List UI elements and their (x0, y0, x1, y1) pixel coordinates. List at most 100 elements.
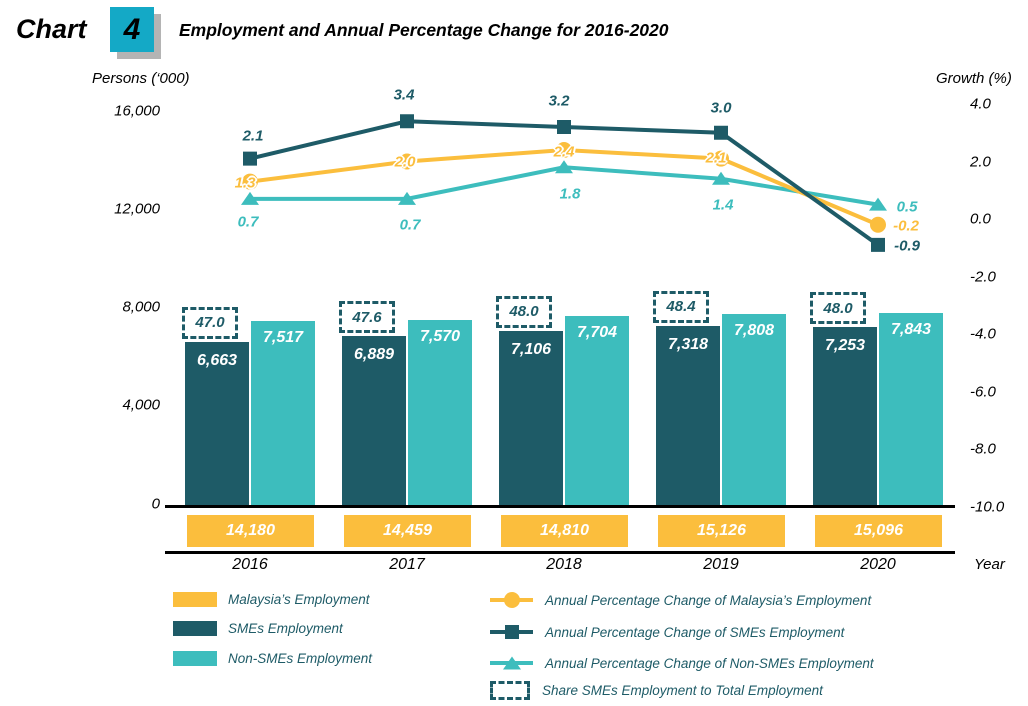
year-tick-label: 2017 (389, 556, 425, 573)
bar-nonsmes-2019: 7,808 (722, 313, 786, 506)
legend-label: Annual Percentage Change of Malaysia’s E… (545, 592, 872, 608)
left-axis-tick: 0 (151, 495, 160, 512)
right-axis-tick: 0.0 (970, 210, 991, 228)
legend-item-share-smes: Share SMEs Employment to Total Employmen… (490, 681, 823, 700)
line-value-label: 3.2 (548, 92, 570, 110)
share-smes-box-2019: 48.4 (653, 290, 709, 323)
share-smes-box-2017: 47.6 (339, 301, 395, 334)
bar-smes-2017: 6,889 (342, 336, 406, 506)
legend-item-malaysia-employment: Malaysia’s Employment (173, 592, 370, 607)
total-employment-box-2020: 15,096 (815, 515, 942, 547)
line-value-label: 0.7 (237, 213, 259, 231)
page-title: Employment and Annual Percentage Change … (179, 20, 669, 40)
x-axis-title: Year (974, 556, 1005, 573)
line-smes (249, 119, 880, 247)
line-triangle-marker-icon (490, 654, 533, 672)
bar-nonsmes-2016: 7,517 (251, 320, 315, 506)
bar-nonsmes-2018: 7,704 (565, 316, 629, 506)
bar-smes-2019: 7,318 (656, 325, 720, 506)
legend-item-pct-smes: Annual Percentage Change of SMEs Employm… (490, 623, 844, 641)
bar-value-label: 7,318 (667, 335, 709, 353)
bar-value-label: 7,570 (419, 327, 461, 345)
bar-value-label: 6,889 (353, 346, 395, 364)
triangle-marker-icon (869, 197, 887, 211)
line-value-label: 0.5 (896, 198, 918, 216)
line-value-label: 3.0 (710, 99, 732, 117)
bar-value-label: 7,843 (890, 320, 932, 338)
year-tick-label: 2020 (860, 556, 896, 573)
legend-item-nonsmes-employment: Non-SMEs Employment (173, 651, 372, 666)
triangle-marker-icon (398, 191, 416, 205)
right-axis-tick: 2.0 (970, 153, 991, 170)
legend-item-pct-nonsmes: Annual Percentage Change of Non-SMEs Emp… (490, 654, 874, 672)
bar-value-label: 7,253 (824, 337, 866, 355)
square-marker-icon (714, 125, 728, 140)
circle-marker-icon (870, 216, 886, 233)
right-axis-tick: -2.0 (970, 268, 996, 285)
legend-label: Malaysia’s Employment (228, 592, 370, 607)
total-employment-box-2016: 14,180 (187, 515, 314, 547)
line-value-label: 1.8 (559, 185, 581, 203)
bar-nonsmes-2020: 7,843 (879, 312, 943, 506)
year-tick-label: 2016 (232, 556, 268, 573)
left-axis-title: Persons (‘000) (92, 70, 190, 87)
triangle-marker-icon (712, 171, 730, 185)
smes-employment-swatch-icon (173, 621, 217, 636)
legend-label: Annual Percentage Change of Non-SMEs Emp… (545, 655, 874, 671)
right-axis-tick: -6.0 (970, 383, 996, 400)
bar-value-label: 7,704 (576, 324, 618, 342)
malaysia-employment-swatch-icon (173, 592, 217, 607)
left-axis-tick: 12,000 (114, 200, 160, 218)
chart-number-box: 4 (110, 7, 154, 52)
year-tick-label: 2018 (546, 556, 582, 573)
chart-word: Chart (16, 14, 87, 44)
line-value-label: 2.1 (242, 127, 264, 145)
dashed-box-icon (490, 681, 530, 700)
line-square-marker-icon (490, 623, 533, 641)
bar-value-label: 7,808 (733, 321, 775, 339)
legend-label: Non-SMEs Employment (228, 651, 373, 666)
total-employment-box-2018: 14,810 (501, 515, 628, 547)
square-marker-icon (243, 151, 257, 166)
line-value-label: 2.4 (553, 143, 575, 161)
bar-smes-2020: 7,253 (813, 327, 877, 506)
bar-value-label: 7,517 (262, 328, 304, 346)
right-axis-title: Growth (%) (936, 70, 1012, 87)
line-value-label: 0.7 (399, 216, 421, 234)
left-axis-tick: 4,000 (122, 396, 160, 414)
share-smes-box-2016: 47.0 (182, 306, 238, 339)
zero-axis-line (165, 505, 955, 508)
bar-smes-2016: 6,663 (185, 341, 249, 506)
bar-nonsmes-2017: 7,570 (408, 319, 472, 506)
legend-item-pct-malaysia: Annual Percentage Change of Malaysia’s E… (490, 591, 871, 609)
right-axis-tick: 4.0 (970, 95, 991, 113)
share-smes-box-2018: 48.0 (496, 295, 552, 328)
right-axis-tick: -8.0 (970, 440, 996, 458)
triangle-marker-icon (555, 160, 573, 174)
line-value-label: 1.4 (712, 196, 734, 214)
right-axis-tick: -10.0 (970, 498, 1005, 515)
total-employment-box-2019: 15,126 (658, 515, 785, 547)
square-marker-icon (871, 237, 885, 252)
line-circle-marker-icon (490, 591, 533, 609)
bar-value-label: 7,106 (510, 340, 552, 358)
line-value-label: -0.9 (894, 237, 920, 255)
legend-label: Share SMEs Employment to Total Employmen… (542, 683, 823, 698)
year-tick-label: 2019 (703, 556, 739, 573)
square-marker-icon (400, 114, 414, 129)
line-value-label: 1.3 (234, 174, 256, 192)
category-axis-line (165, 551, 955, 554)
right-axis-tick: -4.0 (970, 325, 996, 343)
line-value-label: 2.0 (394, 153, 416, 170)
share-smes-box-2020: 48.0 (810, 292, 866, 325)
nonsmes-employment-swatch-icon (173, 651, 217, 666)
total-employment-box-2017: 14,459 (344, 515, 471, 547)
bar-value-label: 6,663 (196, 351, 238, 369)
bar-smes-2018: 7,106 (499, 330, 563, 506)
left-axis-tick: 16,000 (114, 102, 160, 119)
legend-label: SMEs Employment (228, 621, 343, 636)
legend-label: Annual Percentage Change of SMEs Employm… (545, 624, 845, 640)
legend-item-smes-employment: SMEs Employment (173, 621, 343, 636)
left-axis-tick: 8,000 (122, 298, 160, 316)
